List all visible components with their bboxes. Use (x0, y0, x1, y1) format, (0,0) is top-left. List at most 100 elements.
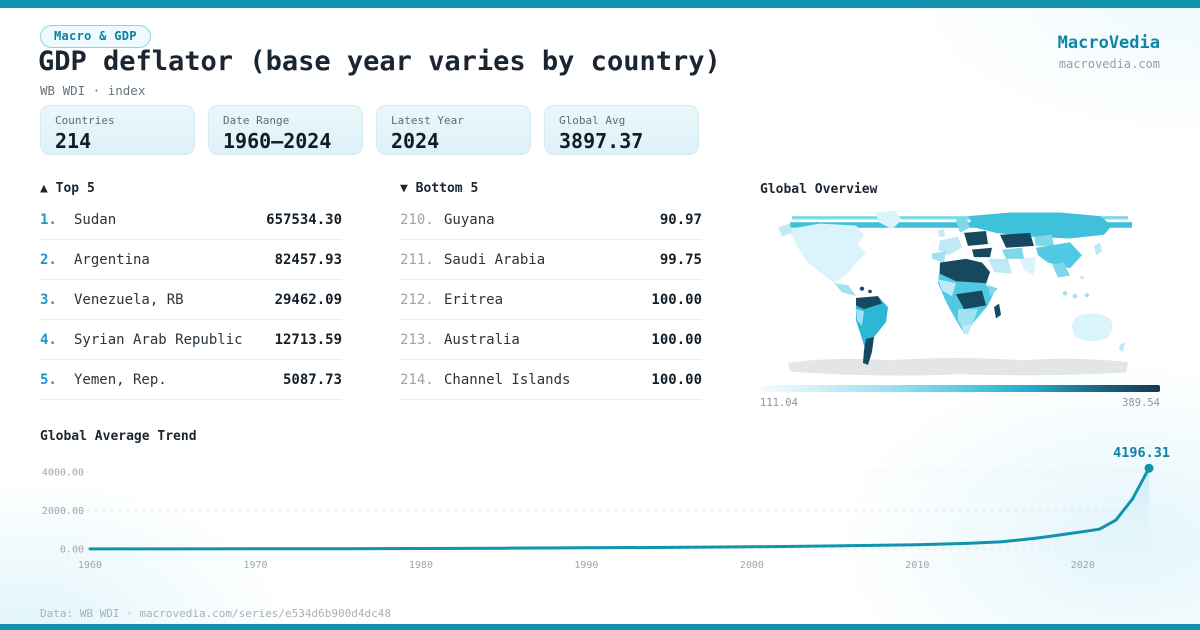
map-south-america (856, 296, 888, 352)
svg-text:1970: 1970 (243, 560, 267, 571)
country-name: Sudan (74, 211, 117, 228)
country-name: Syrian Arab Republic (74, 331, 243, 348)
country-value: 657534.30 (266, 211, 342, 228)
top5-header: ▲ Top 5 (40, 181, 95, 196)
brand-block: MacroVedia macrovedia.com (1058, 33, 1160, 71)
map-europe (956, 216, 970, 233)
brand-name: MacroVedia (1057, 33, 1160, 53)
country-name: Saudi Arabia (444, 251, 546, 268)
country-name: Channel Islands (444, 371, 571, 388)
map-russia (968, 212, 1112, 239)
country-value: 99.75 (659, 251, 702, 268)
bottom5-header: ▼ Bottom 5 (400, 181, 479, 196)
bottom5-list: ▼ Bottom 5 210. Guyana 90.97 211. Saudi … (400, 181, 702, 400)
list-item: 213. Australia 100.00 (400, 320, 702, 360)
rank-number: 213. (400, 331, 434, 348)
global-overview-section: Global Overview (760, 182, 1160, 409)
bottom5-rows: 210. Guyana 90.97 211. Saudi Arabia 99.7… (400, 200, 702, 400)
country-name: Argentina (74, 251, 150, 268)
map-title: Global Overview (760, 182, 878, 197)
list-item: 212. Eritrea 100.00 (400, 280, 702, 320)
map-greenland (876, 210, 902, 230)
scale-min-label: 111.04 (760, 397, 798, 409)
stat-value: 3897.37 (559, 129, 644, 153)
stat-cards-row: Countries 214 Date Range 1960—2024 Lates… (40, 105, 699, 155)
rank-number: 5. (40, 371, 57, 388)
stat-card: Date Range 1960—2024 (208, 105, 363, 155)
rank-number: 210. (400, 211, 434, 228)
footer-source: Data: WB WDI · macrovedia.com/series/e53… (40, 607, 391, 620)
country-value: 82457.93 (274, 251, 342, 268)
svg-text:2000: 2000 (740, 560, 764, 571)
trend-end-label: 4196.31 (1113, 445, 1170, 461)
list-item: 1. Sudan 657534.30 (40, 200, 342, 240)
list-item: 5. Yemen, Rep. 5087.73 (40, 360, 342, 400)
svg-text:0.00: 0.00 (60, 545, 84, 556)
rank-number: 212. (400, 291, 434, 308)
stat-card: Global Avg 3897.37 (544, 105, 699, 155)
country-name: Yemen, Rep. (74, 371, 167, 388)
top-accent-bar (0, 0, 1200, 8)
map-india (1020, 257, 1036, 276)
svg-text:1980: 1980 (409, 560, 433, 571)
stat-value: 2024 (391, 129, 440, 153)
rank-number: 4. (40, 331, 57, 348)
country-value: 100.00 (651, 371, 702, 388)
map-north-america (788, 223, 866, 284)
rank-number: 3. (40, 291, 57, 308)
svg-text:1960: 1960 (78, 560, 102, 571)
rank-number: 2. (40, 251, 57, 268)
list-item: 2. Argentina 82457.93 (40, 240, 342, 280)
world-choropleth-map (778, 210, 1132, 376)
trend-end-dot (1144, 463, 1154, 473)
trend-section: Global Average Trend 0.00 2000.00 4000.00 1… (40, 429, 1170, 587)
bottom-accent-bar (0, 624, 1200, 630)
svg-text:2000.00: 2000.00 (42, 506, 84, 517)
country-value: 5087.73 (282, 371, 342, 388)
color-scale-labels: 111.04 389.54 (760, 397, 1160, 409)
stat-value: 1960—2024 (223, 129, 332, 153)
map-arabia (988, 258, 1012, 274)
top5-list: ▲ Top 5 1. Sudan 657534.30 2. Argentina … (40, 181, 342, 400)
stat-label: Countries (55, 114, 115, 127)
rank-number: 1. (40, 211, 57, 228)
list-item: 210. Guyana 90.97 (400, 200, 702, 240)
stat-value: 214 (55, 129, 92, 153)
country-value: 90.97 (659, 211, 702, 228)
svg-text:2010: 2010 (905, 560, 929, 571)
brand-domain: macrovedia.com (1058, 57, 1160, 71)
svg-text:4000.00: 4000.00 (42, 468, 84, 479)
stat-card: Countries 214 (40, 105, 195, 155)
color-scale-bar (760, 385, 1160, 392)
rank-number: 214. (400, 371, 434, 388)
country-name: Guyana (444, 211, 495, 228)
page-subtitle: WB WDI · index (40, 83, 146, 98)
list-item: 214. Channel Islands 100.00 (400, 360, 702, 400)
stat-label: Latest Year (391, 114, 464, 127)
page-title: GDP deflator (base year varies by countr… (38, 46, 721, 77)
top5-rows: 1. Sudan 657534.30 2. Argentina 82457.93… (40, 200, 342, 400)
list-item: 3. Venezuela, RB 29462.09 (40, 280, 342, 320)
rank-number: 211. (400, 251, 434, 268)
country-value: 100.00 (651, 331, 702, 348)
map-australia (1072, 313, 1113, 342)
svg-text:1990: 1990 (574, 560, 598, 571)
stat-card: Latest Year 2024 (376, 105, 531, 155)
stat-label: Global Avg (559, 114, 626, 127)
country-name: Venezuela, RB (74, 291, 184, 308)
country-name: Eritrea (444, 291, 504, 308)
country-value: 29462.09 (274, 291, 342, 308)
map-china (1036, 242, 1082, 269)
country-name: Australia (444, 331, 520, 348)
stat-label: Date Range (223, 114, 290, 127)
list-item: 4. Syrian Arab Republic 12713.59 (40, 320, 342, 360)
country-value: 100.00 (651, 291, 702, 308)
trend-title: Global Average Trend (40, 429, 197, 444)
svg-text:2020: 2020 (1071, 560, 1095, 571)
country-value: 12713.59 (274, 331, 342, 348)
list-item: 211. Saudi Arabia 99.75 (400, 240, 702, 280)
trend-chart: 0.00 2000.00 4000.00 1960 1970 1980 1990 2000 20… (42, 445, 1170, 571)
map-antarctica (788, 357, 1128, 376)
scale-max-label: 389.54 (1122, 397, 1160, 409)
